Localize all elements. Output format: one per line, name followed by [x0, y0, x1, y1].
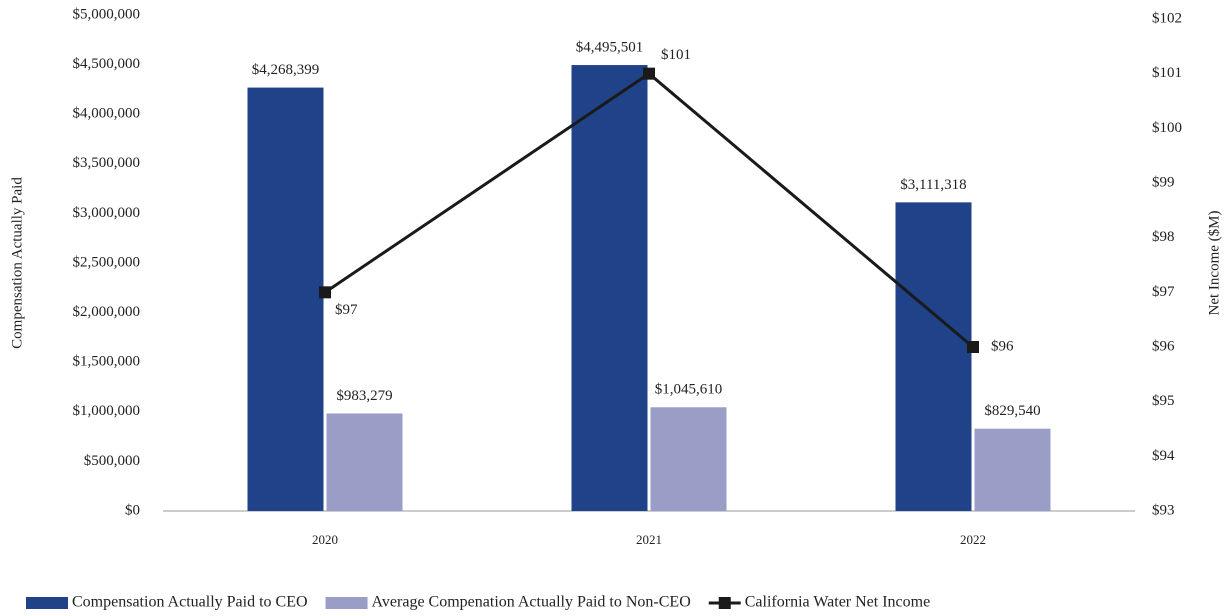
x-tick-label: 2020 [312, 532, 338, 547]
y-tick-label: $500,000 [84, 453, 140, 469]
x-tick-label: 2022 [960, 532, 986, 547]
y-tick-label: $3,000,000 [73, 205, 141, 221]
bar-value-label: $983,279 [336, 388, 392, 404]
y-tick-label: $1,500,000 [73, 354, 141, 370]
legend-label: Average Compenation Actually Paid to Non… [372, 594, 691, 611]
line-value-label: $97 [335, 302, 358, 318]
bar [326, 413, 403, 511]
y2-tick-label: $102 [1152, 10, 1182, 26]
line-marker [643, 67, 655, 80]
y2-tick-label: $99 [1152, 174, 1175, 190]
bar [571, 65, 648, 512]
line [324, 71, 974, 349]
legend-swatch [325, 597, 368, 609]
bar-value-label: $829,540 [984, 403, 1040, 419]
y-tick-label: $4,000,000 [73, 106, 141, 122]
y2-tick-label: $96 [1152, 338, 1175, 354]
y-tick-label: $4,500,000 [73, 56, 141, 72]
line-marker [967, 341, 979, 353]
bar [895, 202, 972, 512]
y2-tick-label: $94 [1152, 448, 1175, 464]
y-axis-title: Compensation Actually Paid [9, 177, 25, 349]
line-value-label: $101 [661, 47, 691, 63]
y2-tick-label: $98 [1152, 229, 1175, 245]
legend-swatch [718, 597, 731, 609]
bar [247, 87, 324, 511]
bar [650, 407, 727, 511]
bar-value-label: $4,495,501 [576, 39, 644, 55]
bar-value-label: $3,111,318 [900, 177, 966, 193]
y-tick-label: $0 [125, 502, 140, 518]
y-tick-label: $5,000,000 [73, 6, 141, 22]
y-tick-label: $2,000,000 [73, 304, 141, 320]
y-tick-label: $2,500,000 [73, 254, 141, 270]
y2-tick-label: $95 [1152, 393, 1175, 409]
y2-tick-label: $97 [1152, 284, 1175, 300]
legend-swatch [26, 597, 68, 609]
y-tick-label: $1,000,000 [73, 403, 141, 419]
bar-value-label: $1,045,610 [655, 382, 723, 398]
y2-tick-label: $100 [1152, 120, 1182, 136]
y2-tick-label: $93 [1152, 502, 1175, 518]
y2-tick-label: $101 [1152, 65, 1182, 81]
line-value-label: $96 [991, 338, 1014, 354]
line-marker [319, 286, 331, 299]
y2-axis-title: Net Income ($M) [1206, 211, 1222, 316]
y-tick-label: $3,500,000 [73, 155, 141, 171]
bar [974, 428, 1051, 511]
legend-label: Compensation Actually Paid to CEO [72, 594, 308, 611]
x-tick-label: 2021 [636, 532, 662, 547]
legend-label: California Water Net Income [745, 594, 930, 611]
bar-value-label: $4,268,399 [252, 62, 320, 78]
